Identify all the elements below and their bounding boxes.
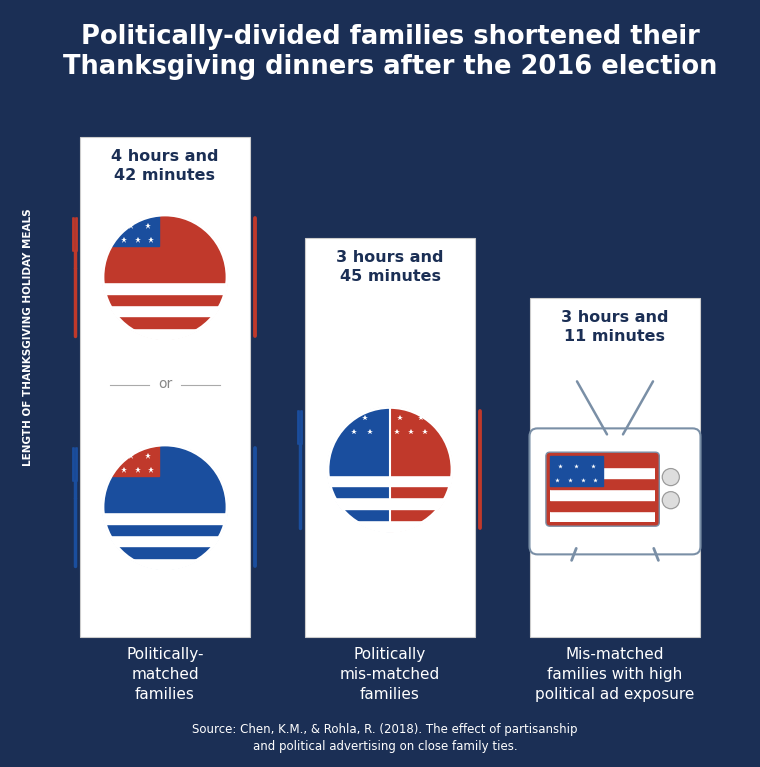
Bar (103, 305, 227, 316)
Bar (550, 467, 655, 478)
Wedge shape (390, 407, 452, 532)
Bar (390, 497, 452, 509)
Bar (550, 456, 655, 467)
Bar (103, 316, 227, 328)
Circle shape (103, 445, 227, 569)
Bar (305, 238, 475, 637)
Circle shape (662, 492, 679, 509)
Text: 4 hours and
42 minutes: 4 hours and 42 minutes (111, 149, 219, 183)
Bar (103, 282, 227, 294)
Text: Mis-matched
families with high
political ad exposure: Mis-matched families with high political… (535, 647, 695, 702)
Text: LENGTH OF THANKSGIVING HOLIDAY MEALS: LENGTH OF THANKSGIVING HOLIDAY MEALS (23, 208, 33, 466)
Bar (328, 475, 390, 486)
Bar (103, 535, 227, 546)
Bar (390, 509, 452, 520)
Bar (103, 558, 227, 569)
Bar (328, 497, 390, 509)
Bar (390, 463, 452, 475)
Bar (103, 546, 227, 558)
Bar (103, 328, 227, 339)
Bar (328, 520, 390, 532)
Text: 3 hours and
45 minutes: 3 hours and 45 minutes (336, 250, 444, 284)
Wedge shape (328, 407, 390, 532)
Bar (328, 407, 381, 439)
Bar (550, 456, 603, 486)
Bar (103, 445, 159, 476)
Bar (550, 489, 655, 500)
Bar (390, 520, 452, 532)
Bar (328, 486, 390, 497)
Text: or: or (158, 377, 172, 391)
Text: Politically-divided families shortened their: Politically-divided families shortened t… (81, 24, 699, 50)
Text: Politically-
matched
families: Politically- matched families (126, 647, 204, 702)
Bar (80, 137, 250, 637)
FancyBboxPatch shape (546, 453, 659, 526)
Bar (103, 512, 227, 524)
Bar (103, 271, 227, 282)
Bar (103, 501, 227, 512)
Bar (390, 407, 435, 439)
Bar (390, 475, 452, 486)
Bar (530, 298, 700, 637)
Bar (550, 500, 655, 511)
Bar (328, 463, 390, 475)
FancyBboxPatch shape (530, 429, 701, 555)
Text: Thanksgiving dinners after the 2016 election: Thanksgiving dinners after the 2016 elec… (63, 54, 717, 80)
Circle shape (662, 469, 679, 486)
Bar (550, 478, 655, 489)
Bar (103, 294, 227, 305)
Bar (103, 524, 227, 535)
Bar (328, 509, 390, 520)
Bar (390, 486, 452, 497)
Text: Source: Chen, K.M., & Rohla, R. (2018). The effect of partisanship
and political: Source: Chen, K.M., & Rohla, R. (2018). … (192, 723, 578, 753)
Bar (550, 511, 655, 522)
Circle shape (103, 215, 227, 339)
Bar (103, 215, 159, 246)
Text: Politically
mis-matched
families: Politically mis-matched families (340, 647, 440, 702)
Text: 3 hours and
11 minutes: 3 hours and 11 minutes (561, 311, 669, 344)
